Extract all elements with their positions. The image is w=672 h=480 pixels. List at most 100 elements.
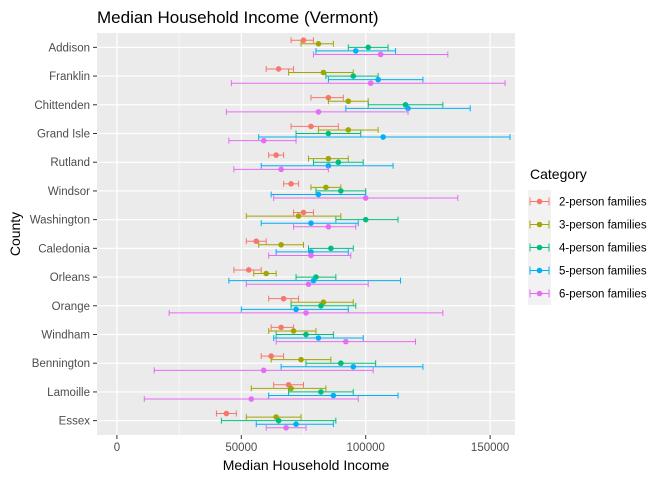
legend-title: Category — [530, 166, 587, 182]
legend-key-point — [536, 221, 543, 228]
data-point — [405, 105, 411, 112]
data-point — [278, 166, 284, 173]
data-point — [377, 51, 384, 58]
series-2 — [245, 40, 379, 421]
data-point — [275, 66, 282, 72]
data-point — [248, 396, 255, 402]
data-point — [323, 184, 329, 191]
y-tick-label: Windsor — [48, 186, 90, 198]
legend-label: 6-person families — [559, 289, 647, 301]
data-point — [365, 44, 372, 51]
data-point — [245, 267, 252, 273]
legend-label: 2-person families — [559, 197, 647, 209]
data-point — [375, 76, 381, 83]
data-point — [293, 306, 299, 313]
data-point — [315, 191, 322, 198]
y-tick-label: Bennington — [32, 358, 90, 370]
data-point — [345, 127, 352, 133]
data-point — [300, 37, 307, 44]
chart-title: Median Household Income (Vermont) — [97, 8, 379, 27]
data-point — [308, 252, 314, 259]
data-point — [343, 338, 349, 345]
legend-key-point — [536, 244, 543, 251]
y-tick-label: Orleans — [50, 272, 91, 284]
series-5 — [143, 51, 506, 431]
data-point — [275, 417, 282, 424]
legend: Category 2-person families 3-person famil… — [528, 166, 647, 305]
data-point — [318, 302, 324, 309]
data-point — [253, 238, 260, 245]
data-point — [288, 385, 294, 392]
data-point — [260, 367, 267, 374]
y-tick-label: Addison — [48, 42, 90, 54]
y-tick-label: Orange — [52, 301, 90, 313]
data-point — [300, 209, 307, 216]
data-point — [315, 109, 322, 115]
data-point — [338, 360, 344, 367]
data-point — [298, 356, 304, 363]
data-point — [367, 80, 374, 86]
data-point — [273, 152, 279, 158]
data-point — [288, 181, 294, 187]
data-point — [305, 281, 312, 287]
data-point — [320, 69, 327, 76]
data-point — [278, 241, 284, 248]
data-point — [293, 421, 299, 428]
x-axis-ticks: 0 50000 100000 150000 — [114, 435, 509, 454]
data-point — [308, 220, 314, 227]
data-point — [278, 324, 284, 331]
data-point — [318, 389, 324, 395]
data-point — [345, 98, 352, 105]
data-point — [315, 335, 322, 341]
data-point — [260, 137, 267, 144]
y-tick-label: Rutland — [50, 157, 90, 169]
data-point — [295, 213, 302, 219]
y-axis-title: County — [7, 212, 23, 256]
data-point — [310, 277, 317, 284]
y-tick-label: Chittenden — [34, 100, 90, 112]
data-point — [303, 310, 309, 316]
data-point — [290, 328, 297, 334]
data-point — [325, 162, 332, 169]
legend-label: 3-person families — [559, 220, 647, 232]
series-4 — [228, 47, 511, 428]
legend-label: 5-person families — [559, 266, 647, 278]
y-tick-label: Essex — [59, 416, 91, 428]
data-point — [380, 134, 386, 140]
plot-panel — [97, 33, 515, 435]
legend-key-point — [536, 267, 543, 274]
data-point — [325, 94, 332, 101]
x-tick-label: 150000 — [471, 442, 509, 454]
x-tick-label: 50000 — [225, 442, 257, 454]
data-point — [303, 331, 309, 338]
y-tick-label: Caledonia — [38, 243, 90, 255]
y-axis-ticks: Addison Franklin Chittenden Grand Isle Rutla… — [30, 42, 97, 428]
legend-key-point — [536, 198, 543, 205]
data-point — [223, 410, 230, 417]
data-marks — [143, 37, 511, 431]
legend-key-point — [536, 290, 543, 297]
data-point — [280, 295, 287, 302]
data-point — [350, 73, 357, 79]
x-tick-label: 0 — [114, 442, 120, 454]
data-point — [338, 188, 344, 194]
x-axis-title: Median Household Income — [223, 457, 390, 473]
data-point — [330, 392, 337, 399]
data-point — [350, 363, 357, 370]
data-point — [268, 353, 274, 359]
data-point — [362, 195, 369, 201]
legend-label: 4-person families — [559, 243, 647, 255]
y-tick-label: Windham — [41, 330, 90, 342]
data-point — [335, 159, 342, 166]
y-tick-label: Grand Isle — [37, 129, 90, 141]
data-point — [315, 40, 322, 47]
data-point — [325, 130, 332, 137]
series-1 — [215, 37, 344, 417]
data-point — [328, 245, 334, 252]
y-tick-label: Lamoille — [47, 387, 90, 399]
data-point — [325, 155, 332, 162]
data-point — [362, 216, 369, 223]
y-tick-label: Franklin — [49, 71, 90, 83]
data-point — [283, 424, 289, 431]
